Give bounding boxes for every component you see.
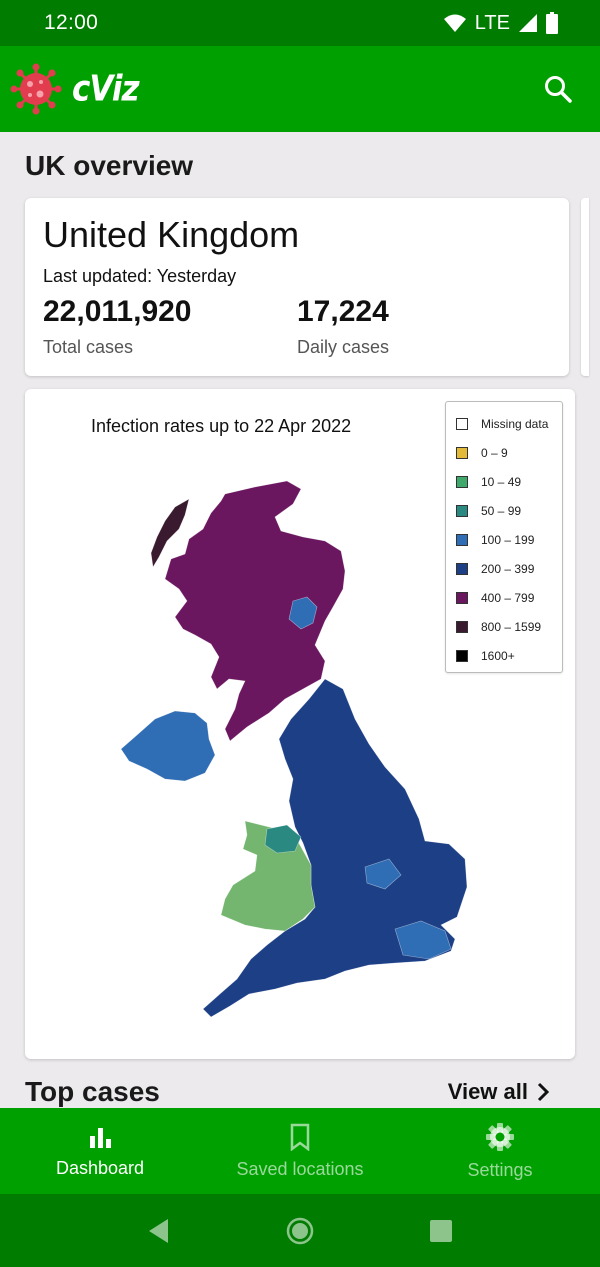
network-label: LTE (474, 11, 510, 34)
legend-swatch (456, 649, 468, 662)
region-south-east-hotspot[interactable] (394, 920, 452, 960)
legend-swatch (456, 475, 468, 488)
status-time: 12:00 (44, 11, 99, 34)
stats-row: 22,011,920 Total cases 17,224 Daily case… (43, 295, 551, 358)
total-cases-stat: 22,011,920 Total cases (43, 295, 297, 358)
total-cases-value: 22,011,920 (43, 295, 192, 328)
legend-item: 50 – 99 (456, 496, 562, 525)
wifi-icon (443, 14, 466, 32)
legend-label: 400 – 799 (481, 590, 535, 605)
legend-label: 50 – 99 (481, 503, 522, 518)
view-all-label: View all (447, 1079, 528, 1104)
legend-label: 1600+ (481, 648, 515, 663)
uk-choropleth-map[interactable] (25, 389, 575, 1059)
legend-label: Missing data (481, 416, 549, 431)
legend-label: 0 – 9 (481, 445, 508, 460)
legend-swatch (456, 504, 468, 517)
dashboard-content[interactable]: UK overview United Kingdom Last updated:… (0, 132, 600, 1108)
legend-swatch (456, 620, 468, 633)
daily-cases-value: 17,224 (297, 295, 389, 328)
infection-map-card[interactable]: Infection rates up to 22 Apr 2022 Missin… (25, 389, 575, 1059)
map-title: Infection rates up to 22 Apr 2022 (91, 416, 352, 436)
nav-saved-locations[interactable]: Saved locations (200, 1108, 400, 1194)
recents-icon[interactable] (428, 1218, 454, 1244)
legend-swatch (456, 446, 468, 459)
overview-title: UK overview (25, 150, 194, 181)
search-icon (545, 76, 572, 103)
next-card-peek[interactable] (581, 198, 589, 376)
battery-icon (546, 12, 558, 34)
region-aberdeen[interactable] (288, 596, 318, 630)
signal-icon (519, 14, 537, 32)
chevron-right-icon (537, 1082, 550, 1102)
legend-item: 400 – 799 (456, 583, 562, 612)
bookmark-icon (290, 1123, 310, 1151)
daily-cases-label: Daily cases (297, 337, 390, 357)
legend-swatch (456, 417, 468, 430)
region-northern-isles[interactable] (150, 498, 190, 568)
legend-item: 0 – 9 (456, 438, 562, 467)
region-east-hotspot[interactable] (364, 858, 402, 890)
daily-cases-stat: 17,224 Daily cases (297, 295, 551, 358)
legend-item: Missing data (456, 409, 562, 438)
country-name: United Kingdom (43, 214, 300, 255)
bottom-navigation: Dashboard Saved locations Settings (0, 1108, 600, 1194)
home-icon[interactable] (285, 1216, 315, 1246)
legend-item: 100 – 199 (456, 525, 562, 554)
bar-chart-icon (90, 1127, 111, 1148)
legend-label: 200 – 399 (481, 561, 535, 576)
nav-settings[interactable]: Settings (400, 1108, 600, 1194)
total-cases-label: Total cases (43, 337, 134, 357)
top-cases-title: Top cases (25, 1076, 160, 1107)
overview-card[interactable]: United Kingdom Last updated: Yesterday 2… (25, 198, 569, 376)
legend-item: 1600+ (456, 641, 562, 670)
legend-swatch (456, 533, 468, 546)
legend-label: 10 – 49 (481, 474, 522, 489)
search-button[interactable] (536, 67, 580, 111)
virus-icon (10, 63, 62, 115)
system-navigation (0, 1194, 600, 1267)
region-scotland[interactable] (164, 480, 346, 742)
legend-item: 800 – 1599 (456, 612, 562, 641)
top-cases-header: Top cases View all (25, 1076, 550, 1108)
status-icons: LTE (443, 12, 558, 35)
back-icon[interactable] (146, 1217, 172, 1245)
legend-swatch (456, 591, 468, 604)
last-updated: Last updated: Yesterday (43, 266, 237, 286)
legend-label: 100 – 199 (481, 532, 535, 547)
app-title: cViz (72, 68, 139, 110)
nav-dashboard[interactable]: Dashboard (0, 1108, 200, 1194)
nav-saved-locations-label: Saved locations (236, 1158, 364, 1179)
legend-item: 200 – 399 (456, 554, 562, 583)
legend-item: 10 – 49 (456, 467, 562, 496)
region-cheshire[interactable] (264, 824, 302, 854)
view-all-button[interactable]: View all (448, 1079, 550, 1105)
map-legend: Missing data 0 – 9 10 – 49 50 – 99 100 – 199… (445, 401, 563, 673)
status-bar: 12:00 LTE (0, 0, 600, 46)
region-northern-ireland[interactable] (120, 710, 216, 782)
app-bar: cViz (0, 46, 600, 132)
nav-dashboard-label: Dashboard (55, 1157, 145, 1178)
nav-settings-label: Settings (467, 1159, 533, 1180)
legend-swatch (456, 562, 468, 575)
gear-icon (486, 1122, 514, 1151)
legend-label: 800 – 1599 (481, 619, 542, 634)
